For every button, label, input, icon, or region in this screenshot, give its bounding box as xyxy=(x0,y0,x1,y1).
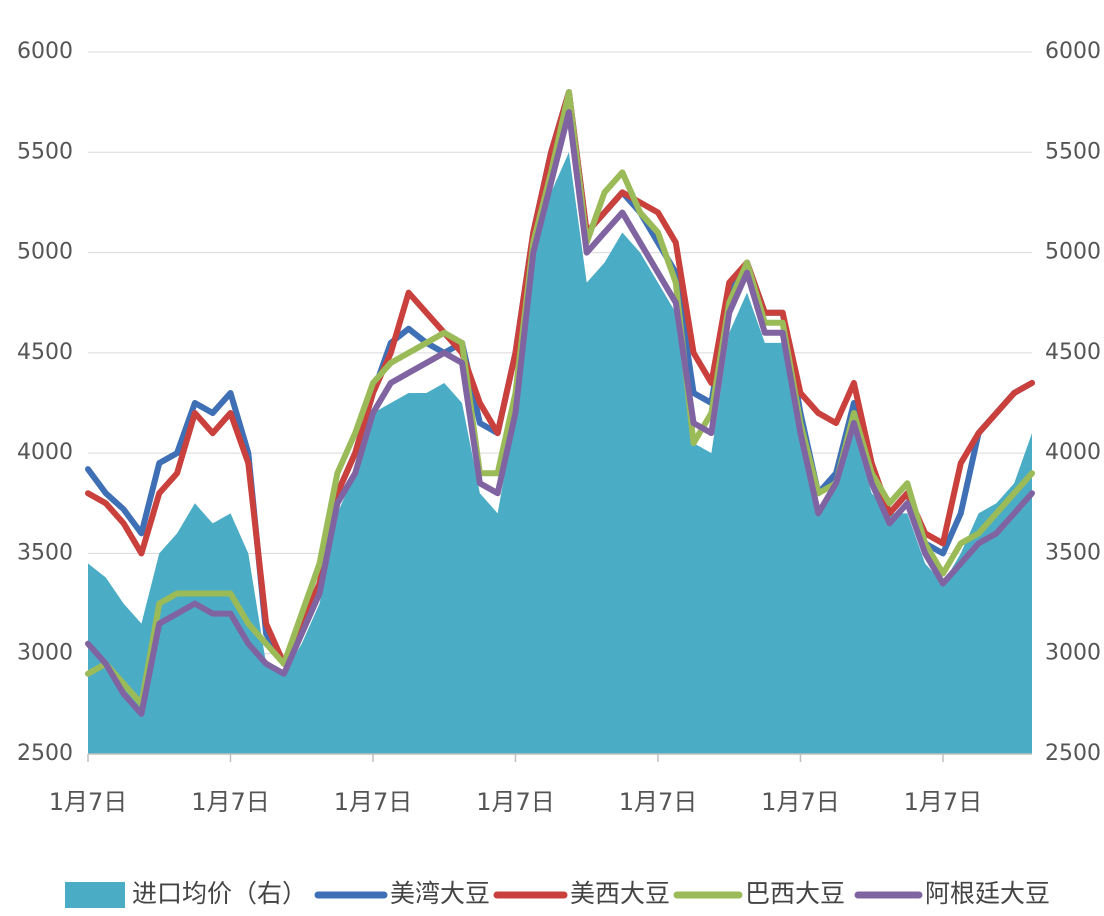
y-tick-label: 4500 xyxy=(17,340,73,365)
y2-tick-label: 5500 xyxy=(1045,139,1101,164)
y2-tick-label: 5000 xyxy=(1045,240,1101,265)
y-tick-label: 2500 xyxy=(17,741,73,766)
legend-label: 阿根廷大豆 xyxy=(925,879,1050,908)
y-tick-label: 5000 xyxy=(17,240,73,265)
y2-tick-label: 6000 xyxy=(1045,39,1101,64)
y-tick-label: 3000 xyxy=(17,641,73,666)
legend: 进口均价（右） 美湾大豆 美西大豆 巴西大豆 阿根廷大豆 xyxy=(65,879,1050,908)
y-tick-label: 6000 xyxy=(17,39,73,64)
x-tick-label: 1月7日 xyxy=(191,788,270,816)
x-tick-label: 1月7日 xyxy=(619,788,698,816)
legend-label: 巴西大豆 xyxy=(745,879,845,908)
y-tick-label: 3500 xyxy=(17,540,73,565)
x-tick-label: 1月7日 xyxy=(476,788,555,816)
y2-tick-label: 3500 xyxy=(1045,540,1101,565)
area xyxy=(88,152,1032,755)
legend-label: 美湾大豆 xyxy=(390,879,490,908)
y2-tick-label: 4000 xyxy=(1045,440,1101,465)
x-tick-label: 1月7日 xyxy=(334,788,413,816)
legend-swatch xyxy=(65,882,125,908)
legend-label: 进口均价（右） xyxy=(132,879,307,908)
y2-tick-label: 4500 xyxy=(1045,340,1101,365)
line xyxy=(85,109,1035,717)
legend-label: 美西大豆 xyxy=(570,879,670,908)
x-tick-label: 1月7日 xyxy=(904,788,983,816)
y2-tick-label: 3000 xyxy=(1045,641,1101,666)
x-tick-label: 1月7日 xyxy=(49,788,128,816)
line xyxy=(85,89,1035,707)
x-tick-label: 1月7日 xyxy=(761,788,840,816)
y-tick-label: 4000 xyxy=(17,440,73,465)
y-tick-label: 5500 xyxy=(17,139,73,164)
y2-tick-label: 2500 xyxy=(1045,741,1101,766)
